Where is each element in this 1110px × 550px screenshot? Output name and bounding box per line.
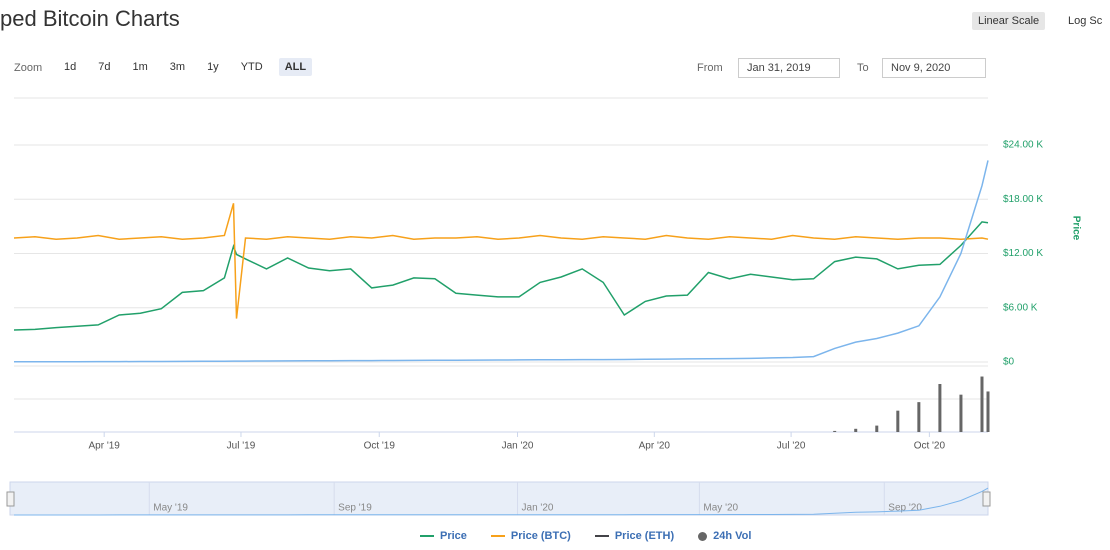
y-tick-label: $12.00 K bbox=[1003, 248, 1043, 259]
legend-label: Price (BTC) bbox=[510, 530, 571, 542]
zoom-button[interactable]: 1d bbox=[64, 61, 77, 73]
legend: Price Price (BTC) Price (ETH) 24h Vol bbox=[420, 530, 751, 542]
navigator-tick-label: Sep '20 bbox=[888, 503, 922, 514]
x-tick-label: Oct '20 bbox=[914, 441, 946, 452]
from-input[interactable]: Jan 31, 2019 bbox=[738, 58, 840, 78]
legend-item[interactable]: Price bbox=[420, 530, 467, 542]
volume-bar bbox=[875, 425, 879, 432]
volume-bar bbox=[896, 410, 900, 432]
to-label: To bbox=[857, 62, 869, 74]
x-tick-label: Apr '19 bbox=[88, 441, 120, 452]
x-tick-label: Jan '20 bbox=[502, 441, 534, 452]
series-line bbox=[14, 160, 989, 363]
zoom-button[interactable]: YTD bbox=[240, 61, 263, 73]
x-tick-label: Jul '19 bbox=[227, 441, 256, 452]
legend-marker bbox=[420, 535, 434, 537]
to-input[interactable]: Nov 9, 2020 bbox=[882, 58, 986, 78]
navigator-tick-label: May '19 bbox=[153, 503, 188, 514]
x-tick-label: Apr '20 bbox=[639, 441, 671, 452]
zoom-button[interactable]: ALL bbox=[278, 58, 313, 76]
scale-button[interactable]: Log Sc bbox=[1068, 15, 1103, 27]
legend-item[interactable]: 24h Vol bbox=[698, 530, 751, 542]
navigator-line bbox=[14, 487, 989, 516]
series-line bbox=[13, 203, 989, 319]
legend-marker bbox=[490, 535, 505, 537]
legend-marker bbox=[698, 531, 708, 541]
y-tick-label: $24.00 K bbox=[1003, 140, 1043, 151]
y-tick-label: $18.00 K bbox=[1003, 194, 1043, 205]
volume-bar bbox=[959, 394, 963, 432]
zoom-button[interactable]: 1y bbox=[207, 61, 219, 73]
from-label: From bbox=[697, 62, 723, 74]
zoom-button[interactable]: 3m bbox=[169, 61, 186, 73]
volume-bar bbox=[986, 391, 990, 432]
legend-item[interactable]: Price (ETH) bbox=[594, 530, 675, 542]
volume-bar bbox=[833, 430, 837, 432]
zoom-label: Zoom bbox=[14, 62, 43, 74]
volume-bar bbox=[854, 428, 858, 432]
navigator-tick-label: Jan '20 bbox=[522, 503, 554, 514]
legend-marker bbox=[594, 535, 609, 537]
navigator-handle[interactable] bbox=[982, 491, 991, 507]
legend-label: Price bbox=[440, 530, 467, 542]
y-tick-label: $6.00 K bbox=[1003, 302, 1038, 313]
series-line bbox=[13, 221, 989, 331]
legend-label: 24h Vol bbox=[713, 530, 752, 542]
volume-bar bbox=[917, 402, 921, 432]
scale-button[interactable]: Linear Scale bbox=[972, 12, 1046, 30]
navigator-tick-label: Sep '19 bbox=[338, 503, 372, 514]
y-tick-label: $0 bbox=[1003, 357, 1015, 368]
x-tick-label: Oct '19 bbox=[364, 441, 396, 452]
y-axis-label: Price bbox=[1070, 216, 1081, 241]
navigator-bg bbox=[9, 481, 989, 516]
zoom-button[interactable]: 7d bbox=[98, 61, 111, 73]
legend-label: Price (ETH) bbox=[614, 530, 675, 542]
volume-bar bbox=[938, 384, 942, 432]
navigator-tick-label: May '20 bbox=[703, 503, 738, 514]
zoom-buttons: 1d 7d 1m 3m 1y YTD ALL bbox=[58, 58, 313, 76]
legend-item[interactable]: Price (BTC) bbox=[490, 530, 571, 542]
navigator-handle[interactable] bbox=[6, 491, 15, 507]
page-title: ped Bitcoin Charts bbox=[0, 6, 180, 31]
volume-bar bbox=[980, 376, 984, 432]
x-tick-label: Jul '20 bbox=[777, 441, 806, 452]
zoom-button[interactable]: 1m bbox=[132, 61, 148, 73]
